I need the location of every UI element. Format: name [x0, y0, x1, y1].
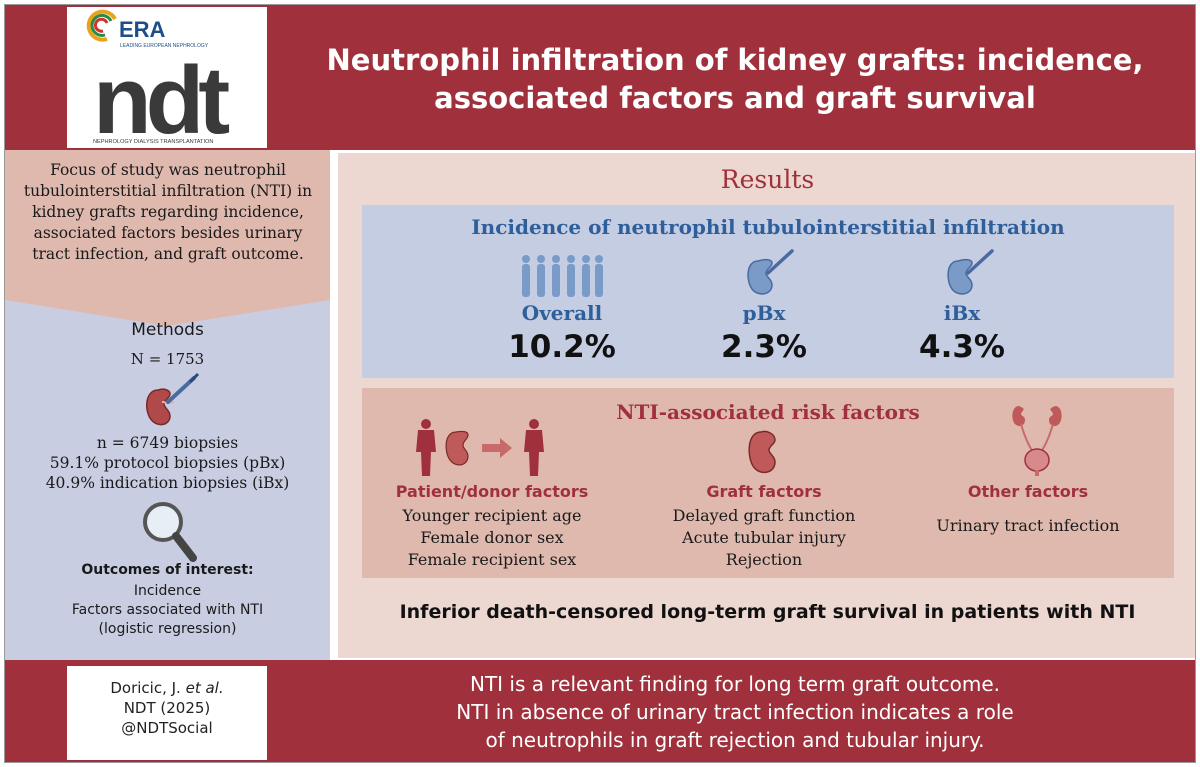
kidney-biopsy-icon [145, 372, 200, 426]
stat-ibx: iBx 4.3% [862, 301, 1062, 365]
focus-line: associated factors besides urinary [33, 224, 303, 242]
graft-factors: Graft factors Delayed graft function Acu… [634, 482, 894, 571]
risk-column-heading: Patient/donor factors [395, 482, 589, 501]
svg-text:NEPHROLOGY DIALYSIS TRANSPLANT: NEPHROLOGY DIALYSIS TRANSPLANTATION [93, 139, 213, 145]
risk-item: Delayed graft function [672, 506, 856, 525]
biopsy-line: 40.9% indication biopsies (iBx) [45, 474, 290, 492]
outcomes-title: Outcomes of interest: [81, 562, 254, 578]
citation-etal: et al. [185, 679, 224, 697]
footer: Doricic, J. et al. NDT (2025) @NDTSocial… [5, 660, 1195, 762]
biopsy-line: 59.1% protocol biopsies (pBx) [49, 454, 286, 472]
conclusion-line: of neutrophils in graft rejection and tu… [485, 728, 985, 752]
kidney-biopsy-icon-pbx [747, 249, 794, 295]
stat-label: pBx [742, 301, 786, 325]
header: ERA LEADING EUROPEAN NEPHROLOGY ndt NEPH… [5, 5, 1195, 154]
outcomes-list: Incidence Factors associated with NTI (l… [5, 582, 330, 639]
stat-label: Overall [521, 301, 603, 325]
people-group-icon [522, 255, 603, 297]
results-section: Results Incidence of neutrophil tubuloin… [338, 153, 1195, 658]
svg-text:ndt: ndt [93, 47, 229, 148]
study-focus-text: Focus of study was neutrophil tubulointe… [13, 160, 323, 265]
focus-line: tubulointerstitial infiltration (NTI) in [23, 182, 313, 200]
patient-donor-factors: Patient/donor factors Younger recipient … [362, 482, 622, 571]
page-title: Neutrophil infiltration of kidney grafts… [275, 41, 1195, 117]
risk-factors-panel: NTI-associated risk factors [362, 388, 1174, 578]
incidence-title: Incidence of neutrophil tubulointerstiti… [471, 215, 1065, 239]
svg-text:LEADING EUROPEAN NEPHROLOGY: LEADING EUROPEAN NEPHROLOGY [120, 43, 209, 49]
risk-item: Acute tubular injury [682, 528, 846, 547]
stat-value: 4.3% [919, 329, 1005, 365]
methods-column: Focus of study was neutrophil tubulointe… [5, 150, 330, 660]
biopsy-line: n = 6749 biopsies [96, 434, 239, 452]
outcome-item: Factors associated with NTI [71, 602, 264, 618]
methods-title: Methods [131, 320, 204, 340]
citation-author-name: Doricic, J. [110, 679, 181, 697]
risk-item: Female donor sex [420, 528, 564, 547]
kidney-icon [748, 430, 776, 474]
risk-item: Urinary tract infection [936, 516, 1120, 535]
stat-value: 2.3% [721, 329, 807, 365]
outcome-item: (logistic regression) [98, 621, 237, 637]
graft-survival-finding: Inferior death-censored long-term graft … [399, 601, 1136, 623]
conclusion-line: NTI is a relevant finding for long term … [470, 672, 1000, 696]
citation-handle[interactable]: @NDTSocial [121, 719, 213, 737]
other-factors: Other factors Urinary tract infection [898, 482, 1158, 537]
conclusion-text: NTI is a relevant finding for long term … [275, 670, 1195, 754]
stat-overall: Overall 10.2% [462, 301, 662, 365]
risk-item: Female recipient sex [407, 550, 577, 569]
risk-factors-title: NTI-associated risk factors [616, 400, 920, 424]
kidney-biopsy-icon-ibx [947, 249, 994, 295]
citation-box: Doricic, J. et al. NDT (2025) @NDTSocial [67, 666, 267, 760]
ndt-logo: ERA LEADING EUROPEAN NEPHROLOGY ndt NEPH… [67, 7, 267, 154]
risk-column-heading: Graft factors [706, 482, 822, 501]
focus-line: tract infection, and graft outcome. [32, 245, 304, 263]
infographic: ERA LEADING EUROPEAN NEPHROLOGY ndt NEPH… [4, 4, 1196, 763]
svg-text:ERA: ERA [119, 17, 166, 42]
urinary-tract-icon [1012, 406, 1062, 476]
biopsy-counts: n = 6749 biopsies 59.1% protocol biopsie… [5, 433, 330, 493]
stat-pbx: pBx 2.3% [664, 301, 864, 365]
stat-value: 10.2% [508, 329, 616, 365]
stat-label: iBx [943, 301, 981, 325]
donor-to-recipient-icon [416, 419, 544, 476]
magnifier-icon [143, 502, 197, 562]
risk-column-heading: Other factors [967, 482, 1089, 501]
citation-journal: NDT (2025) [123, 699, 211, 717]
outcome-item: Incidence [133, 583, 202, 599]
citation-author: Doricic, J. et al. [67, 678, 267, 698]
focus-line: kidney grafts regarding incidence, [32, 203, 304, 221]
patient-count: N = 1753 [130, 350, 205, 368]
results-title: Results [720, 165, 815, 194]
risk-item: Younger recipient age [402, 506, 582, 525]
era-ndt-logo-icon: ERA LEADING EUROPEAN NEPHROLOGY ndt NEPH… [86, 9, 235, 154]
risk-item: Rejection [725, 550, 803, 569]
title-line-2: associated factors and graft survival [434, 81, 1036, 115]
conclusion-line: NTI in absence of urinary tract infectio… [456, 700, 1014, 724]
incidence-panel: Incidence of neutrophil tubulointerstiti… [362, 205, 1174, 378]
focus-arrow [5, 300, 330, 326]
title-line-1: Neutrophil infiltration of kidney grafts… [326, 43, 1144, 77]
study-focus-box: Focus of study was neutrophil tubulointe… [5, 150, 330, 300]
focus-line: Focus of study was neutrophil [50, 161, 286, 179]
